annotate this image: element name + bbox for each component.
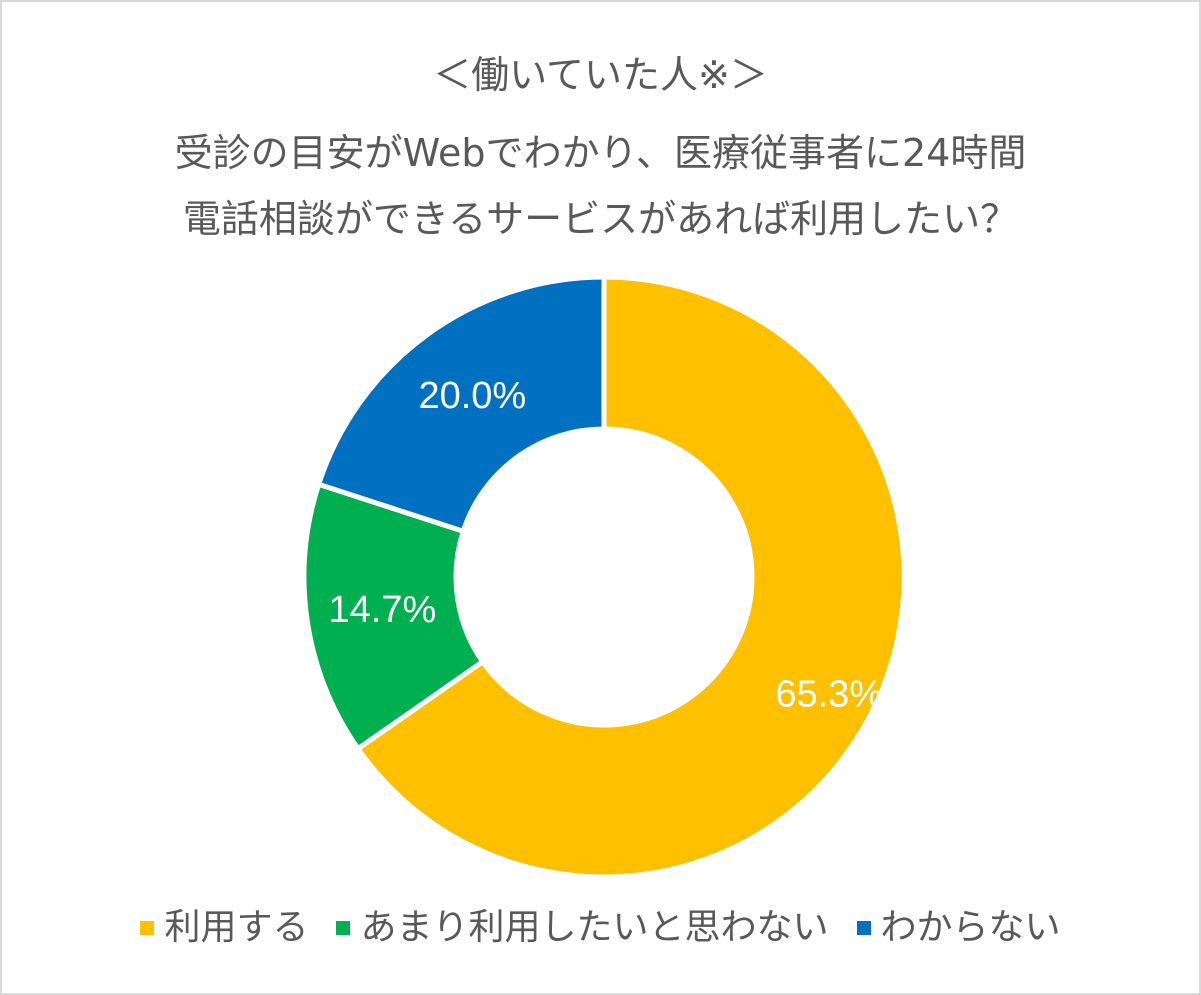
slice-use — [354, 274, 907, 880]
legend-swatch-use — [140, 921, 155, 935]
data-label-unknown: 20.0% — [418, 375, 526, 417]
legend-label-not-want: あまり利用したいと思わない — [360, 907, 829, 948]
legend-label-unknown: わからない — [880, 907, 1061, 948]
legend-swatch-not-want — [336, 921, 351, 935]
slice-unknown — [315, 274, 607, 535]
data-label-use: 65.3% — [775, 673, 883, 715]
chart-title-line-2: 受診の目安がWebでわかり、医療従事者に24時間 — [174, 131, 1027, 175]
legend-item-use: 利用する — [140, 904, 308, 952]
legend-swatch-unknown — [856, 921, 871, 935]
legend-item-unknown: わからない — [856, 904, 1061, 952]
data-label-not-want: 14.7% — [329, 589, 437, 631]
legend: 利用する あまり利用したいと思わない わからない — [0, 904, 1201, 952]
chart-title-line-3: 電話相談ができるサービスがあれば利用したい？ — [182, 197, 1019, 241]
legend-item-not-want: あまり利用したいと思わない — [336, 904, 829, 952]
chart-title-line-1: ＜働いていた人※＞ — [433, 53, 768, 97]
legend-label-use: 利用する — [164, 907, 309, 948]
slice-not-want — [301, 481, 487, 753]
